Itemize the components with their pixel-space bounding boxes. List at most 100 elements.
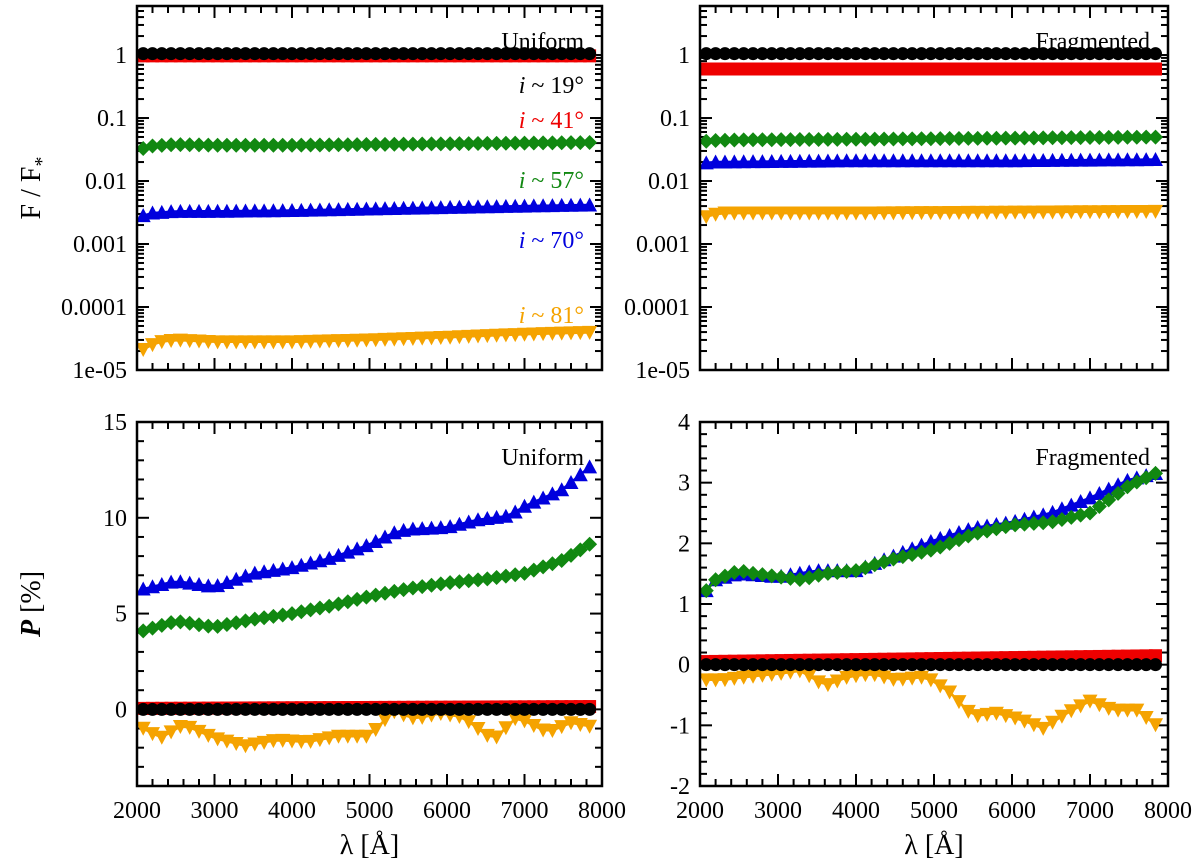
series-triangle-down-point — [1129, 703, 1145, 718]
series-triangle-up-point — [498, 508, 514, 523]
series-triangle-up-point — [1073, 493, 1089, 508]
series-triangle-down-point — [951, 205, 967, 220]
series-diamond-point — [754, 567, 770, 583]
series-triangle-up-point — [517, 498, 532, 513]
series-triangle-down-point — [517, 714, 532, 729]
series-diamond-point — [1035, 515, 1051, 531]
y-tick-label: -2 — [670, 774, 690, 800]
series-diamond-point — [238, 137, 253, 153]
series-triangle-down-point — [1045, 205, 1061, 220]
series-triangle-down-point — [1016, 205, 1032, 220]
series-circle-point — [709, 658, 723, 672]
series-circle-point — [527, 702, 541, 716]
series-diamond-point — [988, 130, 1004, 146]
series-circle-point — [709, 47, 723, 61]
x-tick-label: 7000 — [1066, 798, 1114, 824]
series-triangle-down-point — [321, 334, 337, 349]
series-diamond-point — [172, 614, 188, 630]
series-diamond-point — [238, 613, 253, 629]
series-circle-point — [1027, 47, 1041, 61]
series-circle-point — [821, 47, 835, 61]
series-circle-point — [173, 47, 187, 61]
series-circle-point — [555, 47, 569, 61]
series-circle-point — [783, 658, 797, 672]
panel-top-left: 1e-05 0.0001 0.001 0.01 0.1 1 F / F* Uniform i ~… — [16, 4, 604, 384]
series-circle-point — [915, 47, 929, 61]
series-circle-point — [737, 47, 751, 61]
series-triangle-down-point — [885, 672, 901, 687]
series-triangle-up-point — [1054, 501, 1070, 516]
series-circle-point — [1083, 47, 1097, 61]
series-circle-point — [201, 702, 215, 716]
series-diamond-point — [424, 577, 439, 593]
series-circle-point — [905, 658, 919, 672]
series-circle-point — [508, 702, 522, 716]
series-circle-point — [1074, 47, 1088, 61]
series-diamond-point — [396, 582, 412, 598]
series-diamond-point — [433, 576, 449, 592]
series-circle-point — [536, 47, 550, 61]
x-tick-label: 8000 — [1144, 798, 1192, 824]
y-tick-label: 1 — [678, 43, 690, 69]
series-circle-point — [961, 47, 975, 61]
series-circle-point — [462, 47, 476, 61]
series-diamond-point — [200, 618, 216, 634]
panel-bottom-left: 2000 3000 4000 5000 6000 7000 8000 λ [Å] 0 5 10 15 P… — [16, 410, 626, 860]
series-triangle-up-point — [368, 534, 384, 549]
series-circle-point — [858, 47, 872, 61]
series-triangle-up-point — [1091, 485, 1107, 500]
series-triangle-down-point — [414, 331, 430, 346]
series-circle-point — [1111, 658, 1125, 672]
series-diamond-point — [1082, 505, 1098, 521]
series-diamond-point — [782, 570, 798, 586]
series-circle-point — [1027, 658, 1041, 672]
series-diamond-point — [839, 564, 855, 580]
series-circle-point — [285, 702, 299, 716]
series-triangle-down-point — [700, 210, 714, 225]
series-diamond-point — [1063, 130, 1079, 146]
series-triangle-down-point — [572, 326, 588, 341]
x-tick-label: 7000 — [501, 798, 549, 824]
y-tick-label: 4 — [678, 410, 690, 436]
series-triangle-up-point — [377, 529, 393, 544]
data-layer — [700, 465, 1164, 736]
series-diamond-point — [782, 132, 798, 148]
x-tick-label: 5000 — [910, 798, 958, 824]
series-triangle-down-point — [507, 328, 523, 343]
series-diamond-point — [1110, 129, 1126, 145]
series-triangle-down-point — [461, 329, 477, 344]
series-diamond-point — [172, 137, 188, 153]
series-circle-point — [536, 702, 550, 716]
series-triangle-down-point — [563, 326, 579, 341]
series-circle-point — [1111, 47, 1125, 61]
series-circle-point — [812, 47, 826, 61]
series-circle-point — [1017, 47, 1031, 61]
series-circle-point — [359, 47, 373, 61]
series-circle-point — [434, 702, 448, 716]
series-diamond-point — [876, 131, 892, 147]
series-circle-point — [508, 47, 522, 61]
y-tick-label: 3 — [678, 471, 690, 497]
series-circle-point — [737, 658, 751, 672]
series-circle-point — [499, 702, 513, 716]
series-circle-point — [332, 47, 345, 61]
series-diamond-point — [745, 132, 761, 148]
series-circle-point — [378, 702, 392, 716]
plot-frame — [135, 420, 604, 788]
series-circle-point — [877, 658, 891, 672]
y-tick-label: 1e-05 — [72, 358, 127, 384]
series-circle-point — [452, 702, 466, 716]
series-circle-point — [718, 658, 732, 672]
series-circle-point — [1102, 47, 1116, 61]
series-triangle-down-point — [145, 727, 160, 742]
series-triangle-down-point — [293, 735, 309, 750]
series-diamond-point — [191, 137, 207, 153]
panel-title: Fragmented — [1035, 445, 1150, 471]
x-axis-label: λ [Å] — [904, 830, 963, 860]
series-diamond-point — [414, 579, 430, 595]
series-triangle-down-point — [303, 734, 319, 749]
series-triangle-down-point — [932, 206, 948, 221]
series-triangle-down-point — [535, 327, 551, 342]
series-circle-point — [573, 702, 587, 716]
series-circle-point — [821, 658, 835, 672]
